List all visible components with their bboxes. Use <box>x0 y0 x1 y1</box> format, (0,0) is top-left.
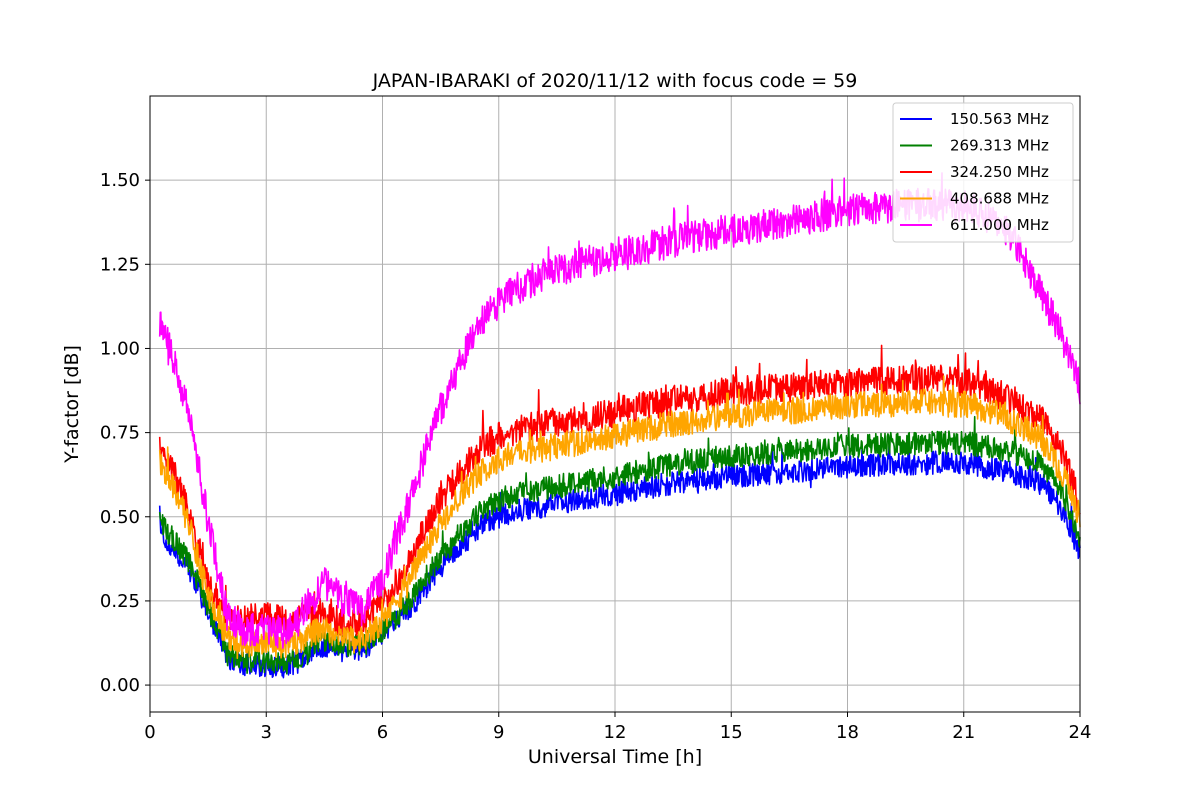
x-tick-label: 21 <box>952 722 975 743</box>
y-tick-label: 0.25 <box>100 591 140 612</box>
legend-label: 611.000 MHz <box>950 216 1049 234</box>
legend-label: 324.250 MHz <box>950 163 1049 181</box>
y-tick-label: 0.75 <box>100 423 140 444</box>
x-axis-title: Universal Time [h] <box>528 746 702 768</box>
legend-label: 269.313 MHz <box>950 137 1049 155</box>
series-line <box>158 344 1081 640</box>
y-tick-label: 1.00 <box>100 338 140 359</box>
x-tick-label: 9 <box>493 722 504 743</box>
chart-title: JAPAN-IBARAKI of 2020/11/12 with focus c… <box>372 70 858 92</box>
x-tick-label: 3 <box>261 722 272 743</box>
y-axis-title: Y-factor [dB] <box>61 345 83 464</box>
legend-label: 150.563 MHz <box>950 110 1049 128</box>
x-tick-label: 6 <box>377 722 388 743</box>
legend: 150.563 MHz 269.313 MHz 324.250 MHz 408.688… <box>892 102 1074 243</box>
legend-box <box>892 102 1074 243</box>
y-tick-label: 0.00 <box>100 675 140 696</box>
series-line <box>158 375 1081 659</box>
y-tick-label: 1.50 <box>100 170 140 191</box>
legend-label: 408.688 MHz <box>950 190 1049 208</box>
x-tick-label: 18 <box>836 722 859 743</box>
y-tick-label: 0.50 <box>100 507 140 528</box>
series-line <box>158 442 1081 679</box>
x-tick-label: 12 <box>604 722 627 743</box>
y-tick-label: 1.25 <box>100 254 140 275</box>
x-tick-label: 15 <box>720 722 743 743</box>
ticks: 0 3 6 9 12 15 18 21 24 0.00 0.25 0.50 0.75 1.00 1.25 1.… <box>100 170 1092 743</box>
x-tick-label: 0 <box>144 722 155 743</box>
x-tick-label: 24 <box>1069 722 1092 743</box>
